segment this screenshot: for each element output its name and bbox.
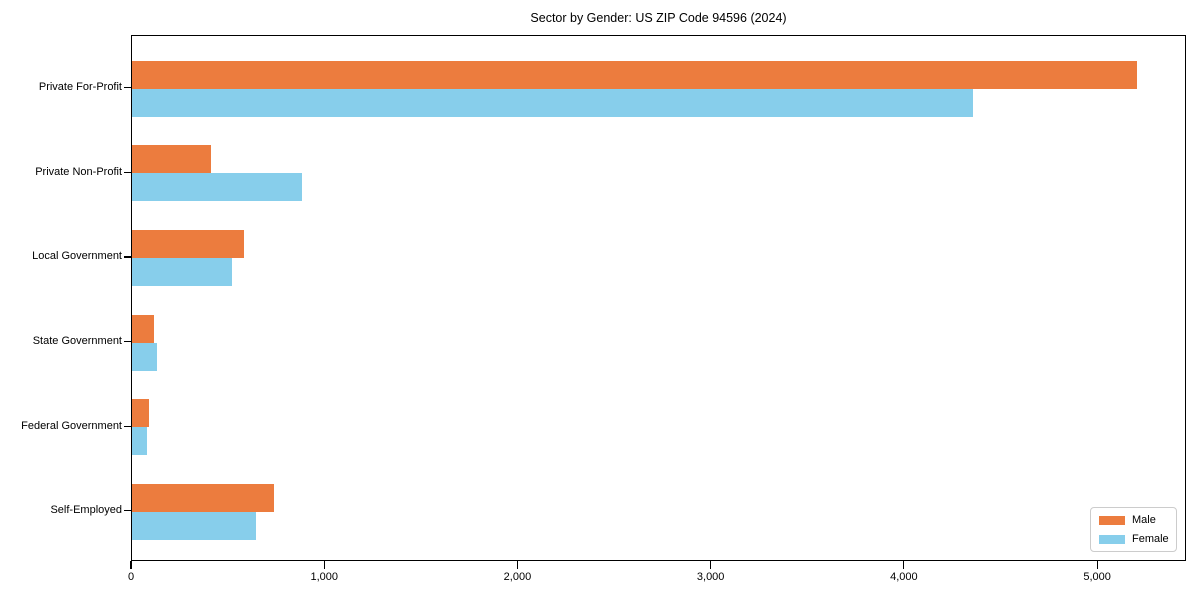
legend: Male Female [1090, 507, 1177, 552]
bar-female-state-government [132, 342, 158, 371]
legend-swatch-female [1099, 534, 1125, 544]
bar-female-self-employed [132, 511, 256, 540]
x-tick-label-0: 0 [127, 571, 135, 583]
plot-area [131, 35, 1186, 561]
x-tick-mark [130, 561, 132, 569]
y-tick-label-federal-government: Federal Government [21, 419, 122, 432]
y-tick-mark [124, 171, 131, 173]
y-tick-mark [124, 87, 131, 89]
bar-female-federal-government [132, 427, 147, 456]
x-tick-mark [323, 561, 325, 569]
y-tick-mark [124, 510, 131, 512]
y-tick-mark [124, 256, 131, 258]
x-tick-label-2-000: 2,000 [503, 571, 532, 583]
y-tick-mark [124, 340, 131, 343]
x-tick-label-5-000: 5,000 [1083, 571, 1111, 583]
y-tick-label-private-non-profit: Private Non-Profit [35, 165, 122, 178]
y-tick-label-local-government: Local Government [32, 250, 122, 263]
x-tick-mark [903, 561, 905, 569]
x-tick-label-1-000: 1,000 [310, 571, 338, 583]
bar-male-self-employed [132, 483, 274, 512]
y-tick-mark [124, 425, 131, 427]
bar-male-private-non-profit [132, 145, 212, 174]
bar-male-local-government [132, 229, 245, 258]
chart-title: Sector by Gender: US ZIP Code 94596 (202… [530, 11, 787, 25]
bar-male-federal-government [132, 399, 150, 428]
legend-item-male: Male [1099, 514, 1168, 526]
bar-female-local-government [132, 257, 232, 286]
x-tick-mark [710, 561, 712, 569]
y-tick-label-self-employed: Self-Employed [50, 504, 122, 517]
x-tick-label-4-000: 4,000 [890, 571, 918, 583]
legend-swatch-male [1099, 515, 1125, 525]
x-tick-mark [1096, 561, 1098, 569]
x-tick-label-3-000: 3,000 [696, 571, 725, 583]
bar-female-private-non-profit [132, 173, 302, 202]
legend-item-female: Female [1099, 533, 1169, 545]
legend-label-female: Female [1132, 533, 1169, 545]
legend-label-male: Male [1132, 514, 1156, 526]
bar-male-private-for-profit [132, 60, 1137, 89]
bar-male-state-government [132, 314, 155, 343]
y-tick-label-state-government: State Government [32, 335, 122, 348]
x-tick-mark [516, 561, 519, 569]
bar-female-private-for-profit [132, 88, 973, 117]
y-tick-label-private-for-profit: Private For-Profit [38, 81, 122, 94]
